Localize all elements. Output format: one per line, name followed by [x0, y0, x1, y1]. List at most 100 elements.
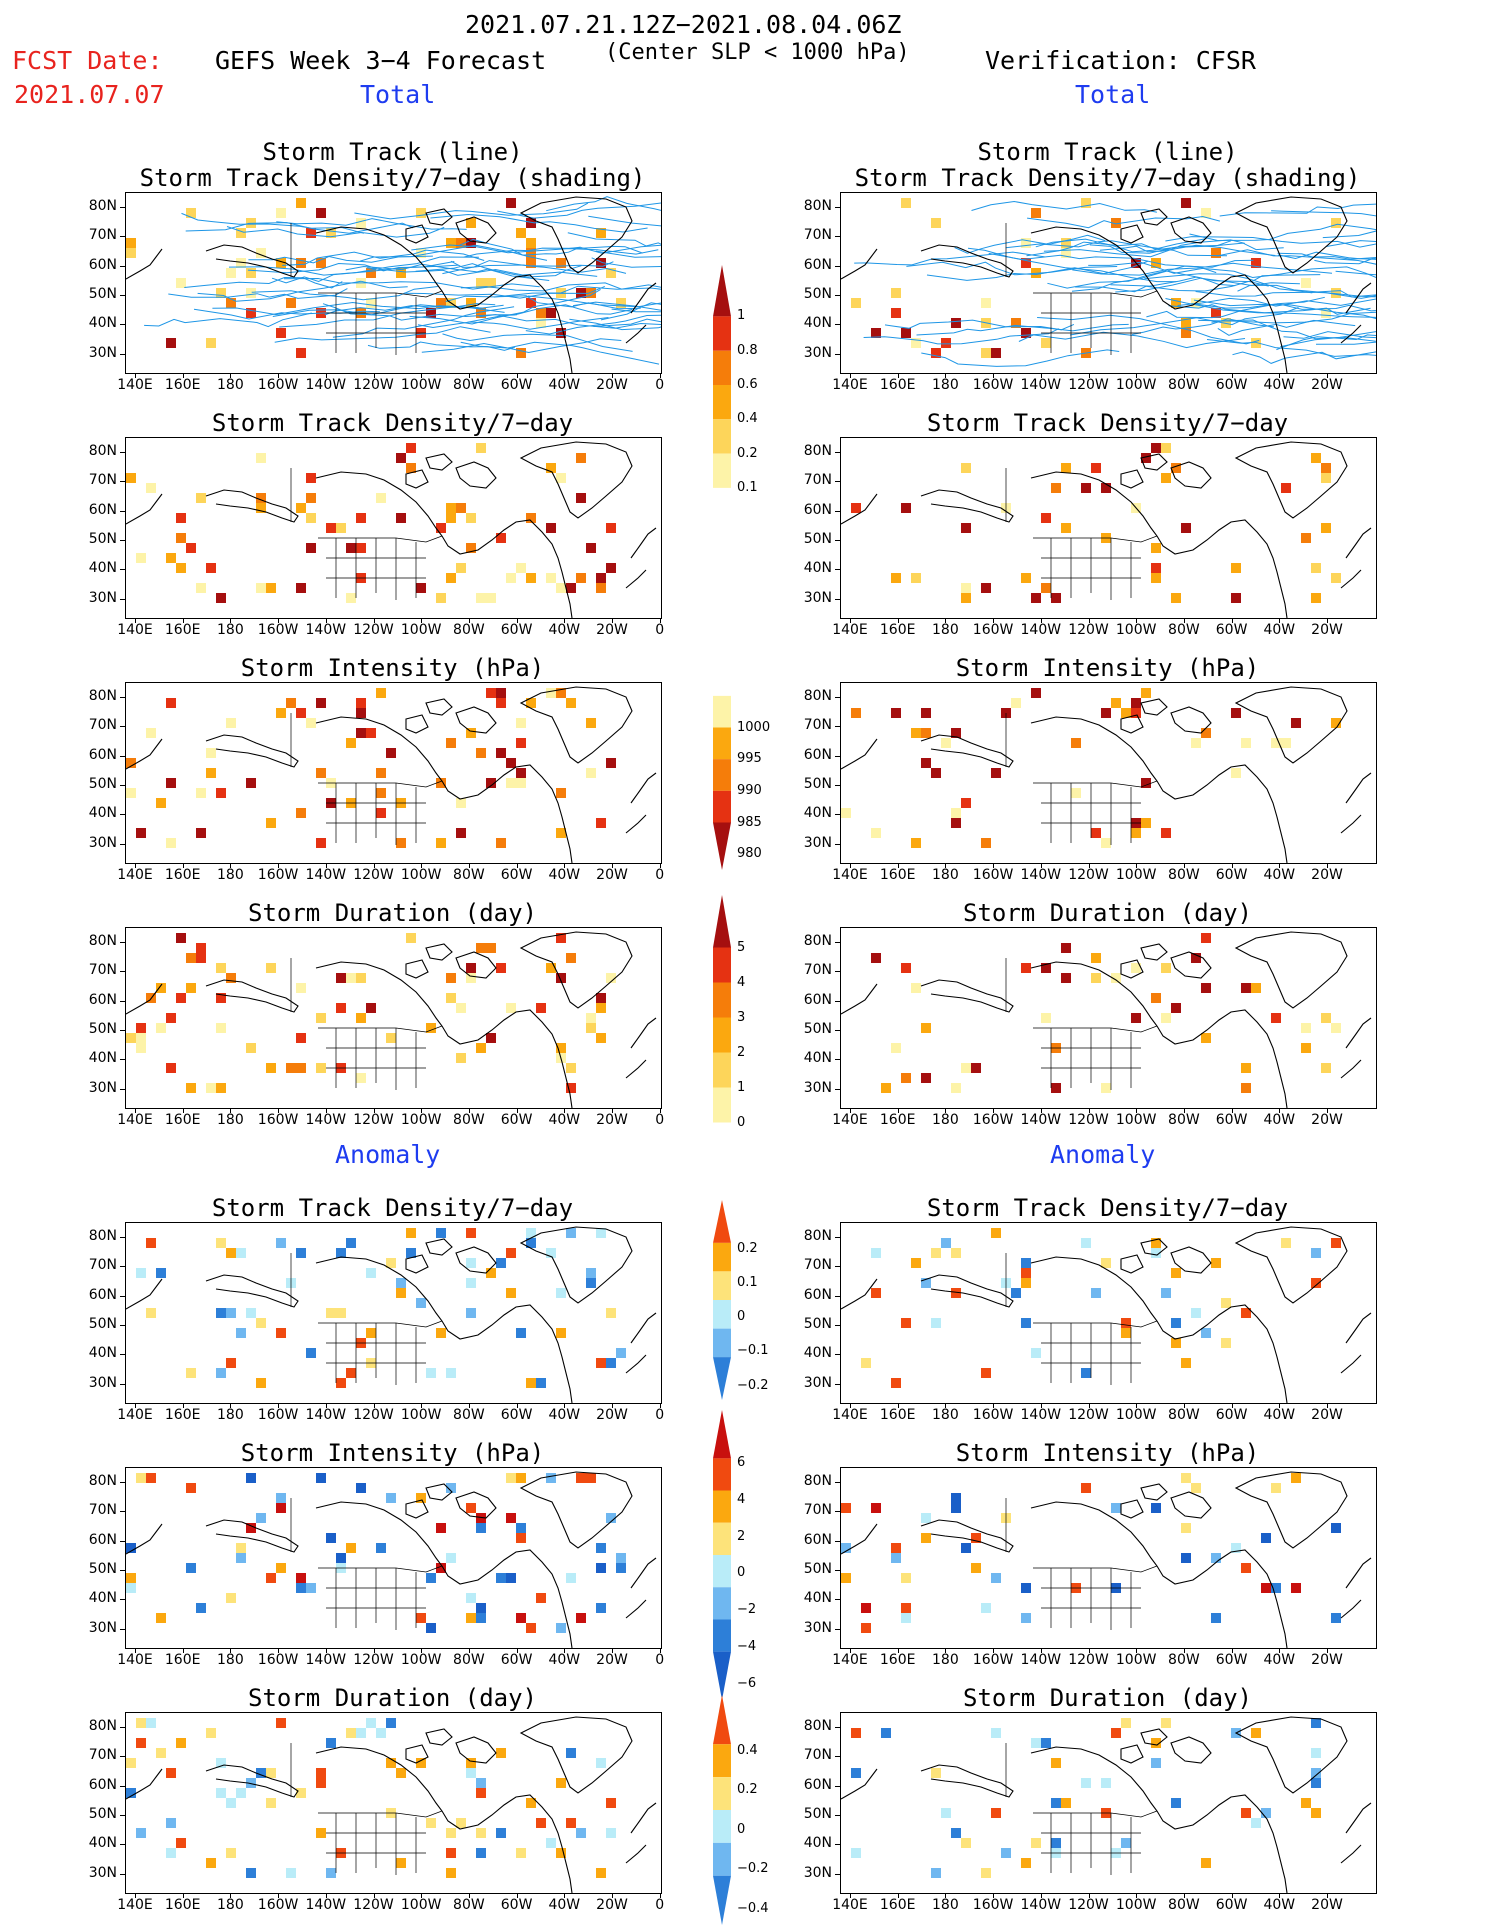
lon-tick-label: 0 [655, 622, 665, 638]
lat-tick-label: 30N [88, 589, 117, 606]
lat-tick [120, 697, 125, 698]
coastline-4 [1170, 1491, 1212, 1519]
border-1 [318, 780, 443, 788]
colorbar-swatch [713, 1875, 731, 1925]
lon-tick-label: 120W [1068, 1407, 1109, 1423]
lat-tick-label: 40N [88, 560, 117, 577]
colorbar-label: 0.1 [737, 479, 758, 495]
lon-tick [1327, 618, 1328, 623]
lon-tick-label: 20W [596, 867, 628, 883]
lon-tick-label: 120W [353, 1112, 394, 1128]
coastline-4 [1170, 216, 1212, 244]
coastline-7 [1345, 282, 1372, 314]
lat-tick [120, 598, 125, 600]
lat-tick-label: 80N [803, 933, 832, 949]
lon-tick [516, 1403, 518, 1408]
coastline-1 [920, 1519, 1014, 1553]
lat-tick-label: 70N [803, 962, 832, 979]
lon-tick-label: 140E [117, 377, 153, 393]
colorbar-label: 995 [737, 751, 762, 767]
colorbar-swatch [713, 265, 731, 317]
date-range: 2021.07.21.12Z−2021.08.04.06Z [465, 10, 902, 39]
lat-tick [120, 1814, 125, 1816]
colorbar-label: 0.2 [737, 1782, 758, 1798]
coastline-0 [315, 716, 573, 863]
coastline-1 [920, 1274, 1014, 1308]
lat-tick-label: 40N [88, 1835, 117, 1852]
colorbar-swatch [713, 1017, 731, 1053]
lon-tick [230, 1648, 232, 1653]
coastline-0 [315, 1501, 573, 1648]
lon-tick [993, 1893, 995, 1898]
coastline-2 [126, 493, 163, 525]
lon-tick-label: 160W [257, 1897, 299, 1913]
coastline-0 [315, 1256, 573, 1403]
lat-tick-label: 70N [803, 1502, 832, 1519]
lon-tick-label: 100W [1115, 1407, 1157, 1423]
coastline-2 [126, 1278, 163, 1310]
lat-tick [835, 1785, 840, 1787]
lon-tick-label: 160W [972, 867, 1014, 883]
lon-tick [993, 1648, 995, 1653]
lat-tick-label: 70N [803, 472, 832, 489]
lat-tick [120, 1324, 125, 1326]
coastline-2 [126, 1768, 163, 1800]
colorbar-swatch [713, 1357, 731, 1400]
lon-tick-label: 120W [353, 377, 394, 393]
lat-tick-label: 50N [803, 530, 832, 547]
lat-tick [120, 1383, 125, 1385]
lon-tick [1040, 1108, 1042, 1113]
coastline-7 [630, 1557, 657, 1589]
lon-tick [278, 618, 280, 623]
lon-tick-label: 160E [164, 622, 201, 638]
lat-tick [120, 207, 125, 208]
coastline-6 [405, 959, 429, 979]
lat-tick-label: 60N [803, 1531, 832, 1548]
lon-tick [373, 1893, 375, 1898]
coastline-8 [625, 1059, 647, 1079]
lon-tick-label: 140E [832, 377, 868, 393]
lon-tick-label: 40W [548, 1407, 581, 1423]
coastline-4 [1170, 951, 1212, 979]
lon-tick-label: 40W [548, 867, 581, 883]
colorbar-swatch [713, 1842, 731, 1876]
colorbar-label: 0.1 [737, 1274, 758, 1290]
coastline-6 [405, 1744, 429, 1764]
lon-tick-label: 40W [1263, 622, 1296, 638]
lon-tick [1231, 1403, 1233, 1408]
lon-tick [182, 863, 184, 868]
vf-duration-anom-title-1: Storm Duration (day) [963, 1684, 1252, 1712]
colorbar-label: 0.4 [737, 411, 758, 427]
border-2 [326, 783, 426, 845]
lon-tick-label: 20W [1311, 1112, 1343, 1128]
lon-tick [659, 618, 661, 623]
border-1 [318, 290, 443, 298]
lon-tick [182, 373, 184, 378]
lon-tick-label: 0 [655, 377, 665, 393]
lon-tick [945, 1108, 947, 1113]
colorbar-swatch [713, 1695, 731, 1745]
lon-tick-label: 80W [1168, 377, 1200, 393]
fc-intensity-anom-title-1: Storm Intensity (hPa) [240, 1439, 545, 1467]
lon-tick [564, 373, 566, 378]
lat-tick [120, 1844, 125, 1846]
lon-tick-label: 160W [257, 1652, 299, 1668]
lon-tick-label: 140E [832, 622, 868, 638]
colorbar-label: 0 [737, 1114, 746, 1130]
lon-tick [278, 1403, 280, 1408]
lat-tick-label: 60N [88, 1531, 117, 1548]
vf-intensity-map-svg [841, 686, 1372, 863]
lat-tick [120, 843, 125, 845]
lat-tick [835, 1324, 840, 1326]
lat-tick [120, 539, 125, 541]
colorbar-label: 0 [737, 1565, 746, 1581]
lon-tick [659, 373, 661, 378]
border-1 [318, 1320, 443, 1328]
lat-tick-label: 70N [803, 1747, 832, 1764]
lon-tick-label: 180 [217, 377, 244, 393]
lon-tick [421, 373, 423, 378]
lon-tick-label: 140W [305, 1407, 347, 1423]
lat-tick [120, 1059, 125, 1061]
coastline-1 [205, 1764, 299, 1798]
coastline-5 [1140, 208, 1168, 226]
